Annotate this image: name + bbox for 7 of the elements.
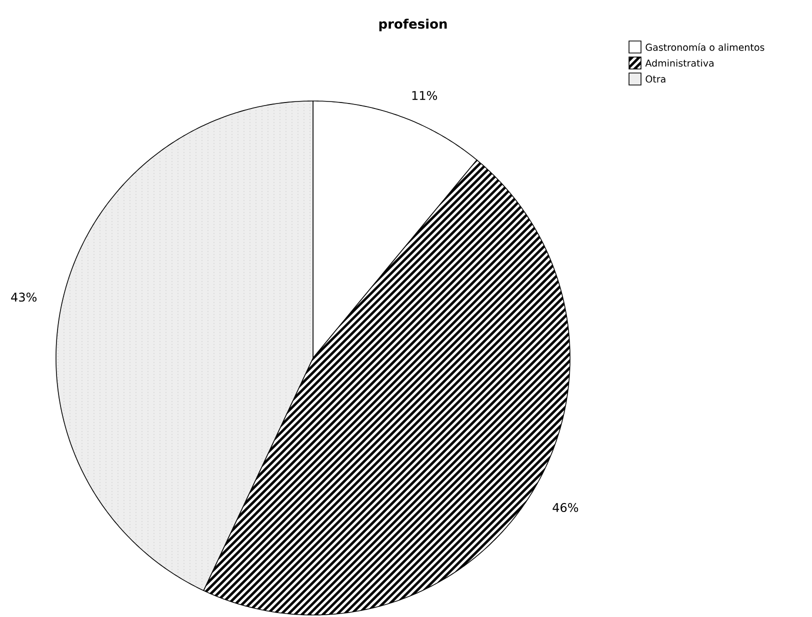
legend-label: Gastronomía o alimentos bbox=[646, 43, 764, 51]
legend-label: Administrativa bbox=[645, 59, 714, 67]
chart-title: profesion bbox=[379, 18, 447, 32]
data-label: 43% bbox=[11, 292, 37, 302]
data-label: 46% bbox=[552, 502, 578, 512]
legend-label: Otra bbox=[646, 75, 666, 83]
data-label: 11% bbox=[412, 90, 438, 100]
